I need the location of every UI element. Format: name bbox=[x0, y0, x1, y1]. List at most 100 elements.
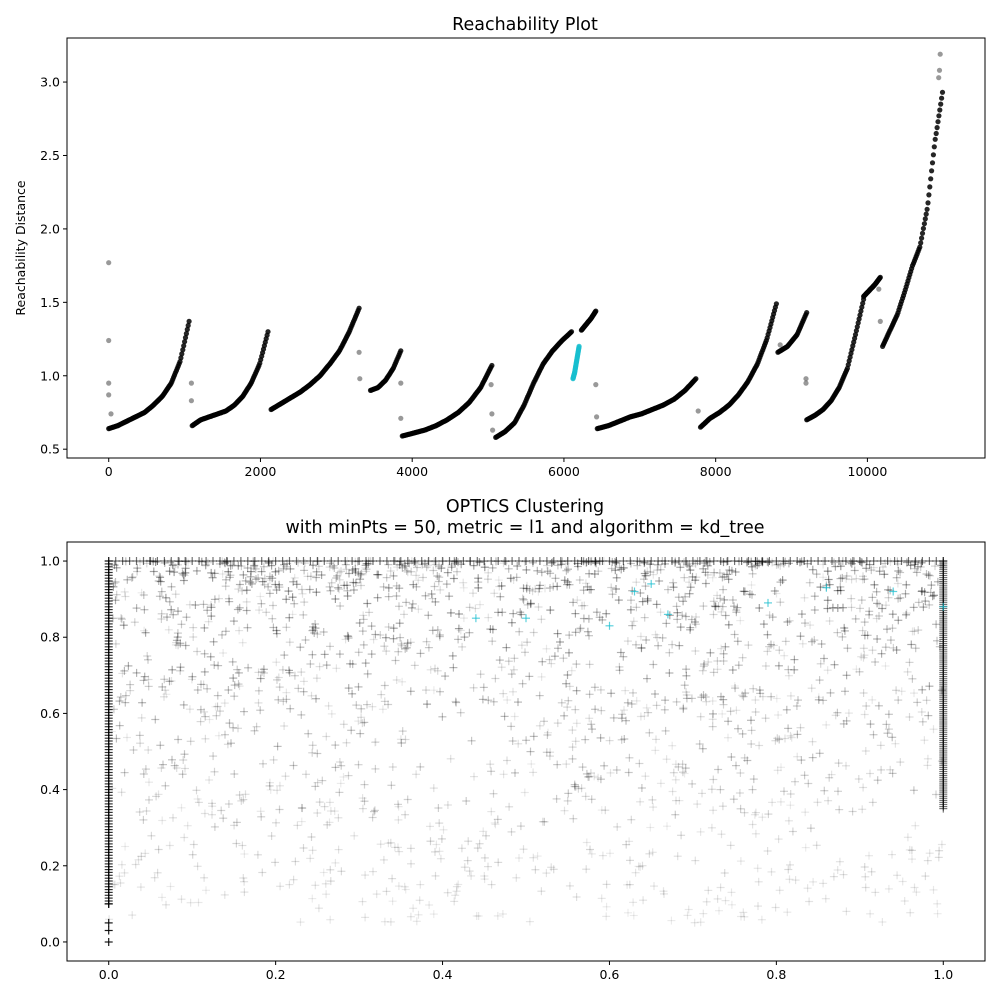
data-point bbox=[548, 558, 557, 567]
data-point bbox=[918, 586, 927, 595]
data-point bbox=[537, 615, 546, 624]
data-point bbox=[360, 797, 369, 806]
data-point bbox=[396, 633, 405, 642]
data-point bbox=[439, 825, 448, 834]
data-point bbox=[275, 583, 284, 592]
reachability-point bbox=[921, 221, 928, 227]
data-point bbox=[860, 575, 869, 584]
data-point bbox=[403, 795, 412, 804]
data-point bbox=[609, 713, 618, 722]
reachability-point bbox=[920, 225, 927, 232]
data-point bbox=[679, 597, 688, 606]
data-point bbox=[661, 726, 670, 735]
data-point bbox=[582, 838, 591, 847]
data-point bbox=[282, 695, 291, 704]
data-point bbox=[308, 894, 317, 903]
data-point bbox=[163, 613, 171, 622]
data-point bbox=[625, 753, 634, 762]
data-point bbox=[839, 719, 848, 728]
data-point bbox=[682, 671, 691, 680]
data-point bbox=[894, 616, 903, 625]
data-point bbox=[188, 850, 197, 859]
data-point bbox=[130, 618, 139, 627]
data-point bbox=[644, 708, 653, 717]
data-point bbox=[137, 713, 146, 722]
data-point bbox=[192, 566, 201, 575]
data-point bbox=[258, 868, 267, 877]
data-point bbox=[108, 784, 117, 793]
data-point bbox=[172, 636, 181, 645]
data-point bbox=[144, 655, 152, 664]
data-point bbox=[809, 877, 818, 886]
reachability-point bbox=[936, 113, 942, 119]
data-point bbox=[736, 616, 745, 625]
chart-title: Reachability Plot bbox=[452, 15, 598, 35]
data-point bbox=[907, 846, 916, 855]
data-point bbox=[750, 810, 759, 819]
data-point bbox=[691, 856, 700, 865]
data-point bbox=[708, 715, 717, 724]
data-point bbox=[906, 908, 915, 917]
reachability-point bbox=[925, 200, 931, 206]
data-point bbox=[313, 749, 322, 758]
data-point bbox=[862, 564, 871, 573]
data-point bbox=[474, 578, 483, 587]
data-point bbox=[391, 656, 400, 665]
data-point bbox=[326, 877, 335, 886]
data-point bbox=[896, 568, 905, 577]
data-point bbox=[600, 761, 609, 770]
outlier-point bbox=[488, 382, 494, 388]
data-point bbox=[494, 608, 503, 617]
data-point bbox=[471, 604, 480, 613]
data-point bbox=[690, 918, 699, 927]
data-point bbox=[244, 663, 253, 672]
data-point bbox=[774, 835, 783, 844]
data-point bbox=[667, 916, 676, 925]
data-point bbox=[553, 719, 562, 728]
data-point bbox=[429, 910, 438, 919]
reachability-point bbox=[182, 335, 189, 341]
data-point bbox=[344, 771, 353, 780]
data-point bbox=[884, 593, 893, 602]
data-point bbox=[692, 613, 700, 621]
data-point bbox=[179, 700, 188, 709]
data-point bbox=[419, 573, 427, 582]
data-point bbox=[361, 567, 370, 576]
data-point bbox=[120, 768, 129, 777]
data-point bbox=[735, 789, 744, 797]
data-point bbox=[141, 628, 150, 637]
data-point bbox=[480, 853, 489, 862]
data-point bbox=[314, 904, 323, 913]
data-point bbox=[260, 669, 268, 677]
data-point bbox=[572, 686, 581, 695]
data-point bbox=[247, 579, 256, 588]
data-point bbox=[429, 784, 438, 793]
data-point bbox=[427, 590, 436, 598]
data-point bbox=[833, 586, 842, 595]
data-point bbox=[636, 589, 645, 597]
data-point bbox=[173, 629, 182, 638]
data-point bbox=[508, 737, 517, 745]
data-point bbox=[553, 629, 562, 638]
data-point bbox=[851, 614, 860, 623]
data-point bbox=[881, 662, 890, 670]
data-point bbox=[264, 582, 273, 591]
data-point bbox=[616, 648, 625, 657]
data-point bbox=[210, 767, 219, 776]
data-point bbox=[833, 866, 842, 874]
data-point bbox=[727, 753, 736, 761]
data-point bbox=[258, 577, 267, 586]
data-point bbox=[339, 773, 348, 781]
data-point bbox=[341, 635, 350, 644]
data-point bbox=[905, 713, 914, 721]
data-point bbox=[776, 797, 785, 806]
data-point bbox=[553, 760, 562, 769]
data-point bbox=[116, 879, 125, 887]
data-point bbox=[596, 733, 605, 742]
data-point bbox=[875, 600, 884, 609]
data-point bbox=[157, 615, 166, 623]
data-point bbox=[487, 807, 496, 816]
data-point bbox=[465, 628, 474, 637]
data-point bbox=[773, 766, 782, 775]
data-point bbox=[831, 562, 840, 571]
